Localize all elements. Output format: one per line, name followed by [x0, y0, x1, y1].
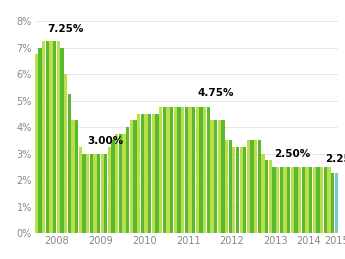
Text: 3.00%: 3.00%	[88, 136, 124, 146]
Bar	[254, 140, 257, 233]
Bar	[42, 41, 45, 233]
Bar	[46, 41, 49, 233]
Bar	[302, 167, 305, 233]
Bar	[236, 147, 239, 233]
Bar	[60, 48, 63, 233]
Bar	[327, 167, 331, 233]
Bar	[199, 107, 203, 233]
Bar	[152, 114, 155, 233]
Bar	[203, 107, 206, 233]
Bar	[122, 134, 126, 233]
Bar	[38, 48, 42, 233]
Bar	[181, 107, 184, 233]
Bar	[53, 41, 56, 233]
Bar	[104, 154, 108, 233]
Bar	[280, 167, 283, 233]
Bar	[265, 160, 268, 233]
Bar	[192, 107, 195, 233]
Bar	[115, 134, 118, 233]
Bar	[276, 167, 279, 233]
Bar	[185, 107, 188, 233]
Bar	[309, 167, 312, 233]
Bar	[68, 94, 71, 233]
Text: 7.25%: 7.25%	[47, 24, 84, 34]
Bar	[166, 107, 170, 233]
Bar	[239, 147, 243, 233]
Bar	[90, 154, 93, 233]
Bar	[75, 120, 78, 233]
Bar	[155, 114, 159, 233]
Bar	[283, 167, 287, 233]
Bar	[291, 167, 294, 233]
Bar	[262, 154, 265, 233]
Bar	[119, 134, 122, 233]
Text: 2.25%: 2.25%	[325, 154, 345, 164]
Bar	[108, 147, 111, 233]
Bar	[137, 114, 140, 233]
Bar	[298, 167, 301, 233]
Bar	[141, 114, 144, 233]
Bar	[130, 120, 133, 233]
Bar	[232, 147, 236, 233]
Bar	[313, 167, 316, 233]
Bar	[170, 107, 173, 233]
Bar	[221, 120, 225, 233]
Bar	[324, 167, 327, 233]
Bar	[57, 41, 60, 233]
Bar	[250, 140, 254, 233]
Bar	[163, 107, 166, 233]
Bar	[82, 154, 86, 233]
Bar	[71, 120, 75, 233]
Bar	[100, 154, 104, 233]
Bar	[287, 167, 290, 233]
Bar	[247, 140, 250, 233]
Bar	[218, 120, 221, 233]
Bar	[177, 107, 181, 233]
Bar	[145, 114, 148, 233]
Bar	[86, 154, 89, 233]
Bar	[49, 41, 52, 233]
Bar	[159, 107, 162, 233]
Bar	[243, 147, 246, 233]
Bar	[273, 167, 276, 233]
Bar	[294, 167, 298, 233]
Bar	[305, 167, 309, 233]
Bar	[188, 107, 191, 233]
Bar	[64, 74, 67, 233]
Bar	[97, 154, 100, 233]
Bar	[225, 140, 228, 233]
Bar	[196, 107, 199, 233]
Bar	[174, 107, 177, 233]
Bar	[79, 147, 82, 233]
Bar	[210, 120, 214, 233]
Bar	[331, 174, 334, 233]
Bar	[258, 140, 261, 233]
Bar	[269, 160, 272, 233]
Bar	[148, 114, 151, 233]
Text: 2.50%: 2.50%	[274, 149, 310, 159]
Bar	[214, 120, 217, 233]
Bar	[207, 107, 210, 233]
Bar	[228, 140, 232, 233]
Bar	[35, 54, 38, 233]
Bar	[126, 127, 129, 233]
Bar	[134, 120, 137, 233]
Bar	[93, 154, 97, 233]
Text: 4.75%: 4.75%	[197, 88, 234, 98]
Bar	[316, 167, 319, 233]
Bar	[335, 174, 338, 233]
Bar	[111, 140, 115, 233]
Bar	[320, 167, 323, 233]
